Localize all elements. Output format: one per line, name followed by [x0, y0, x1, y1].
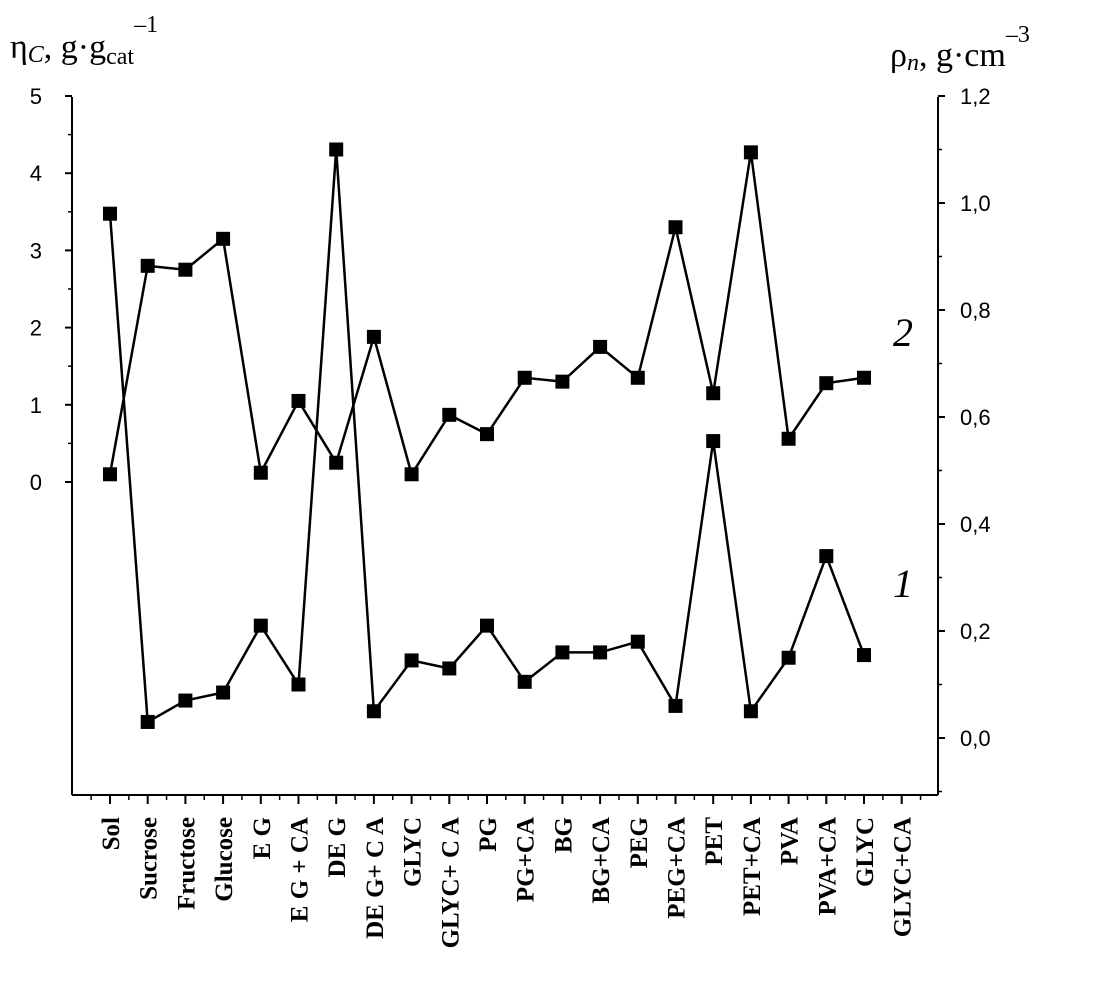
left-tick-label: 5	[30, 84, 42, 109]
category-label: E G	[249, 817, 276, 859]
data-point-marker	[480, 427, 494, 442]
data-point-marker	[819, 376, 834, 391]
data-point-marker	[593, 339, 608, 354]
data-point-marker	[555, 374, 570, 389]
data-point-marker	[366, 329, 381, 344]
left-tick-label: 4	[30, 161, 42, 186]
category-label: PEG	[626, 817, 653, 868]
data-point-marker	[291, 677, 306, 692]
axes	[71, 97, 939, 796]
data-point-marker	[630, 370, 645, 385]
data-point-marker	[366, 704, 381, 719]
left-tick-label: 2	[30, 316, 42, 341]
data-point-marker	[630, 634, 645, 649]
category-label: PET	[701, 817, 728, 866]
data-point-marker	[819, 549, 834, 564]
data-point-marker	[517, 370, 532, 385]
category-label: GLYC+CA	[890, 817, 917, 937]
data-point-marker	[781, 431, 796, 446]
data-point-marker	[404, 467, 419, 482]
category-label: DE G+ C A	[362, 817, 389, 939]
series-group	[103, 142, 871, 729]
data-point-marker	[216, 685, 231, 700]
category-label: PVA	[777, 817, 804, 865]
data-point-marker	[857, 370, 871, 385]
series-label-1: 1	[893, 561, 913, 606]
data-point-marker	[593, 645, 608, 660]
data-point-marker	[404, 653, 419, 668]
data-point-marker	[103, 467, 117, 482]
data-point-marker	[329, 142, 344, 157]
data-point-marker	[555, 645, 570, 660]
category-label: PVA+CA	[814, 817, 841, 916]
data-point-marker	[743, 145, 758, 160]
data-point-marker	[140, 258, 155, 273]
left-tick-label: 3	[30, 238, 42, 263]
right-tick-label: 1,2	[960, 84, 991, 109]
data-point-marker	[253, 465, 268, 480]
left-tick-label: 1	[30, 393, 42, 418]
category-label: PET+CA	[739, 817, 766, 916]
data-point-marker	[668, 220, 683, 235]
data-point-marker	[781, 650, 796, 665]
data-point-marker	[253, 618, 268, 633]
data-point-marker	[517, 674, 532, 689]
series-line-2	[108, 152, 865, 478]
right-tick-label: 1,0	[960, 191, 991, 216]
category-label: BG+CA	[588, 817, 615, 903]
right-tick-label: 0,0	[960, 726, 991, 751]
category-label: PG+CA	[513, 817, 540, 902]
category-label: PEG+CA	[664, 817, 691, 919]
category-label: PG	[475, 817, 502, 852]
right-tick-label: 0,4	[960, 512, 991, 537]
category-label: Fructose	[173, 817, 200, 910]
data-point-marker	[291, 393, 306, 408]
data-point-marker	[442, 661, 457, 676]
category-label: GLYC	[400, 817, 427, 887]
data-point-marker	[442, 407, 457, 422]
right-tick-label: 0,2	[960, 619, 991, 644]
category-label: DE G	[324, 817, 351, 877]
right-tick-label: 0,8	[960, 298, 991, 323]
category-label: E G + CA	[287, 817, 314, 922]
data-point-marker	[706, 434, 721, 449]
data-point-marker	[743, 704, 758, 719]
data-point-marker	[216, 231, 231, 246]
category-label: Sol	[98, 817, 125, 850]
right-tick-label: 0,6	[960, 405, 991, 430]
right-axis-title: ρn, g·cm–3	[890, 22, 1030, 76]
series-label-2: 2	[893, 310, 913, 355]
data-point-marker	[103, 206, 117, 221]
category-label: GLYC	[852, 817, 879, 887]
labels: 2 1 ηC, g·gcat–1 ρn, g·cm–3	[10, 12, 1030, 606]
left-tick-label: 0	[30, 470, 42, 495]
category-label: Sucrose	[136, 817, 163, 900]
data-point-marker	[706, 386, 721, 401]
data-point-marker	[480, 618, 494, 633]
ticks: 0 1 2 3 4 5 0,0 0,2 0,4 0,6 0,8 1,0 1,2 Sol Sucrose Fru…	[30, 84, 991, 948]
category-label: BG	[550, 817, 577, 853]
data-point-marker	[178, 262, 193, 277]
left-axis-title: ηC, g·gcat–1	[10, 12, 158, 70]
data-point-marker	[668, 698, 683, 713]
data-point-marker	[140, 714, 155, 729]
category-label: Glucose	[211, 817, 238, 902]
category-label: GLYC+ C A	[437, 817, 464, 948]
data-point-marker	[178, 693, 193, 708]
data-point-marker	[329, 455, 344, 470]
data-point-marker	[857, 648, 871, 663]
